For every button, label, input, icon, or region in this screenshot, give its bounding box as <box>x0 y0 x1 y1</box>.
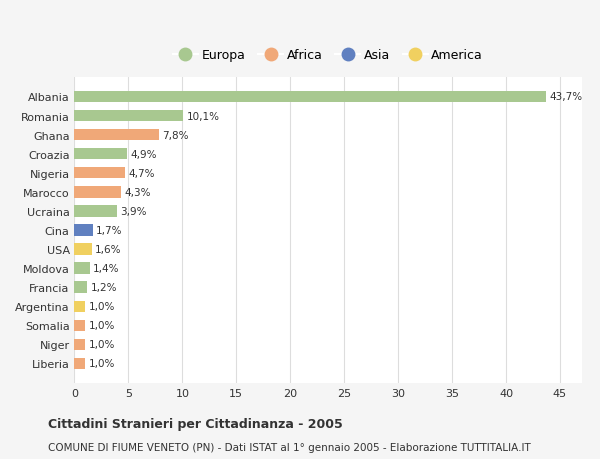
Text: 1,0%: 1,0% <box>89 359 115 369</box>
Text: 1,6%: 1,6% <box>95 245 121 254</box>
Bar <box>74 225 93 236</box>
Bar <box>74 339 85 350</box>
Bar <box>74 168 125 179</box>
Text: 10,1%: 10,1% <box>187 111 220 121</box>
Text: 4,7%: 4,7% <box>128 168 155 179</box>
Text: 4,3%: 4,3% <box>124 187 151 197</box>
Bar <box>74 91 546 103</box>
Bar <box>74 320 85 331</box>
Bar <box>74 282 88 293</box>
Text: COMUNE DI FIUME VENETO (PN) - Dati ISTAT al 1° gennaio 2005 - Elaborazione TUTTI: COMUNE DI FIUME VENETO (PN) - Dati ISTAT… <box>48 442 531 452</box>
Bar <box>74 358 85 369</box>
Text: 1,2%: 1,2% <box>91 283 117 292</box>
Text: 1,0%: 1,0% <box>89 321 115 330</box>
Text: 1,0%: 1,0% <box>89 302 115 312</box>
Text: 1,0%: 1,0% <box>89 340 115 350</box>
Text: 4,9%: 4,9% <box>131 149 157 159</box>
Text: 43,7%: 43,7% <box>549 92 583 102</box>
Bar <box>74 187 121 198</box>
Bar <box>74 244 92 255</box>
Bar <box>74 263 89 274</box>
Bar <box>74 206 116 217</box>
Text: 7,8%: 7,8% <box>162 130 188 140</box>
Bar <box>74 301 85 312</box>
Bar <box>74 129 158 141</box>
Bar <box>74 149 127 160</box>
Text: 3,9%: 3,9% <box>120 207 146 217</box>
Legend: Europa, Africa, Asia, America: Europa, Africa, Asia, America <box>168 44 488 67</box>
Bar <box>74 111 184 122</box>
Text: Cittadini Stranieri per Cittadinanza - 2005: Cittadini Stranieri per Cittadinanza - 2… <box>48 417 343 430</box>
Text: 1,7%: 1,7% <box>96 225 122 235</box>
Text: 1,4%: 1,4% <box>93 263 119 274</box>
